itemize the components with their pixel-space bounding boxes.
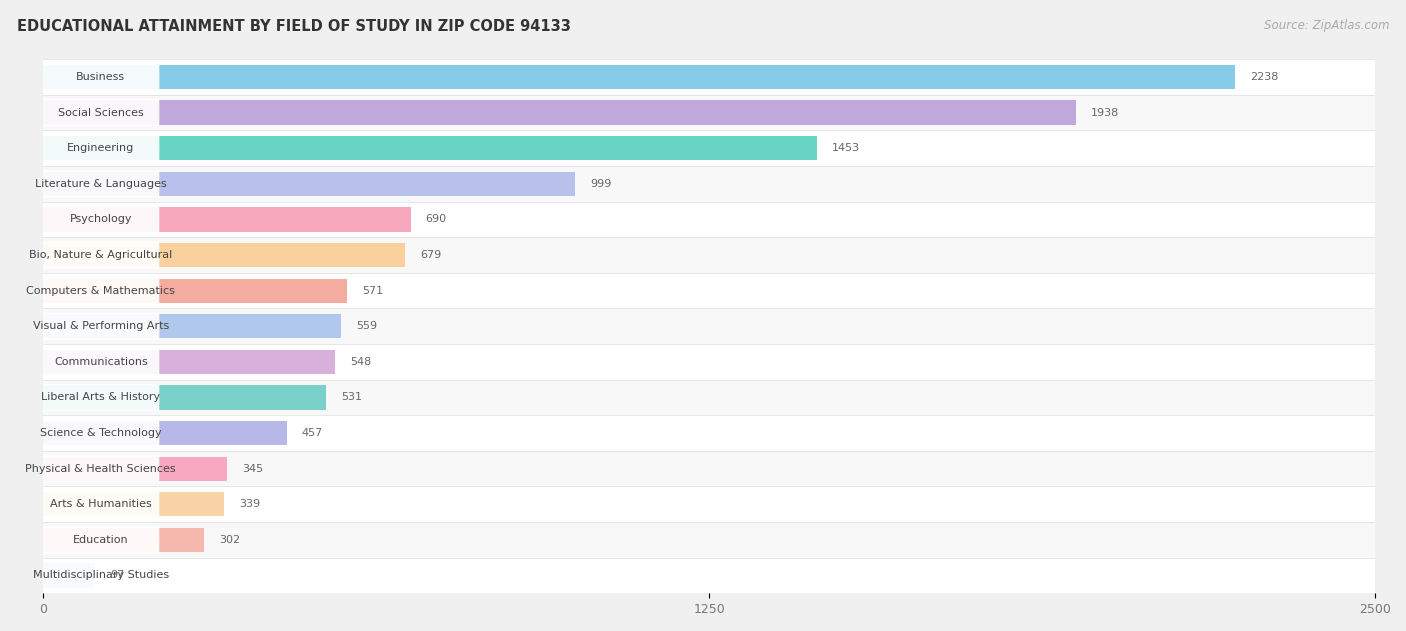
Text: Psychology: Psychology bbox=[69, 215, 132, 225]
Text: 548: 548 bbox=[350, 357, 371, 367]
FancyBboxPatch shape bbox=[42, 420, 159, 447]
FancyBboxPatch shape bbox=[44, 59, 1375, 95]
Text: 1938: 1938 bbox=[1091, 107, 1119, 117]
Text: Bio, Nature & Agricultural: Bio, Nature & Agricultural bbox=[30, 250, 173, 260]
Bar bbox=[44, 528, 204, 552]
Text: Business: Business bbox=[76, 72, 125, 82]
FancyBboxPatch shape bbox=[44, 237, 1375, 273]
Bar bbox=[44, 563, 96, 587]
Text: 690: 690 bbox=[426, 215, 447, 225]
FancyBboxPatch shape bbox=[44, 309, 1375, 344]
Bar bbox=[44, 65, 1236, 89]
Text: Arts & Humanities: Arts & Humanities bbox=[49, 499, 152, 509]
Text: Visual & Performing Arts: Visual & Performing Arts bbox=[32, 321, 169, 331]
FancyBboxPatch shape bbox=[42, 384, 159, 411]
FancyBboxPatch shape bbox=[42, 455, 159, 482]
Text: Literature & Languages: Literature & Languages bbox=[35, 179, 167, 189]
Bar bbox=[44, 136, 817, 160]
FancyBboxPatch shape bbox=[44, 415, 1375, 451]
Text: Engineering: Engineering bbox=[67, 143, 135, 153]
FancyBboxPatch shape bbox=[42, 64, 159, 90]
Bar bbox=[44, 350, 335, 374]
Bar bbox=[44, 172, 575, 196]
FancyBboxPatch shape bbox=[42, 491, 159, 518]
Bar bbox=[44, 100, 1076, 125]
FancyBboxPatch shape bbox=[44, 522, 1375, 558]
FancyBboxPatch shape bbox=[44, 273, 1375, 309]
Text: Communications: Communications bbox=[53, 357, 148, 367]
Bar bbox=[44, 492, 224, 516]
Text: Physical & Health Sciences: Physical & Health Sciences bbox=[25, 464, 176, 474]
Text: 999: 999 bbox=[591, 179, 612, 189]
FancyBboxPatch shape bbox=[44, 344, 1375, 380]
FancyBboxPatch shape bbox=[42, 206, 159, 233]
Text: 97: 97 bbox=[110, 570, 124, 581]
Bar bbox=[44, 243, 405, 267]
FancyBboxPatch shape bbox=[44, 131, 1375, 166]
Text: Science & Technology: Science & Technology bbox=[39, 428, 162, 438]
Text: Source: ZipAtlas.com: Source: ZipAtlas.com bbox=[1264, 19, 1389, 32]
FancyBboxPatch shape bbox=[44, 166, 1375, 201]
Bar bbox=[44, 278, 347, 303]
Text: 571: 571 bbox=[363, 286, 384, 295]
Bar bbox=[44, 457, 226, 481]
FancyBboxPatch shape bbox=[44, 380, 1375, 415]
Text: Education: Education bbox=[73, 535, 128, 545]
Text: Liberal Arts & History: Liberal Arts & History bbox=[41, 392, 160, 403]
FancyBboxPatch shape bbox=[42, 134, 159, 162]
Bar bbox=[44, 314, 342, 338]
FancyBboxPatch shape bbox=[42, 170, 159, 198]
Text: 679: 679 bbox=[420, 250, 441, 260]
Text: 531: 531 bbox=[342, 392, 361, 403]
FancyBboxPatch shape bbox=[42, 277, 159, 304]
FancyBboxPatch shape bbox=[44, 201, 1375, 237]
Text: 345: 345 bbox=[242, 464, 263, 474]
Text: 457: 457 bbox=[302, 428, 323, 438]
FancyBboxPatch shape bbox=[44, 451, 1375, 487]
Text: 2238: 2238 bbox=[1250, 72, 1279, 82]
Text: Computers & Mathematics: Computers & Mathematics bbox=[27, 286, 176, 295]
FancyBboxPatch shape bbox=[42, 99, 159, 126]
FancyBboxPatch shape bbox=[44, 95, 1375, 131]
FancyBboxPatch shape bbox=[42, 242, 159, 269]
FancyBboxPatch shape bbox=[44, 487, 1375, 522]
Text: 559: 559 bbox=[356, 321, 377, 331]
Text: 1453: 1453 bbox=[832, 143, 860, 153]
FancyBboxPatch shape bbox=[42, 526, 159, 553]
FancyBboxPatch shape bbox=[44, 558, 1375, 593]
Bar bbox=[44, 208, 411, 232]
Bar bbox=[44, 421, 287, 445]
Text: Social Sciences: Social Sciences bbox=[58, 107, 143, 117]
Text: 339: 339 bbox=[239, 499, 260, 509]
FancyBboxPatch shape bbox=[42, 562, 159, 589]
Text: Multidisciplinary Studies: Multidisciplinary Studies bbox=[32, 570, 169, 581]
FancyBboxPatch shape bbox=[42, 348, 159, 375]
Bar bbox=[44, 386, 326, 410]
Text: 302: 302 bbox=[219, 535, 240, 545]
Text: EDUCATIONAL ATTAINMENT BY FIELD OF STUDY IN ZIP CODE 94133: EDUCATIONAL ATTAINMENT BY FIELD OF STUDY… bbox=[17, 19, 571, 34]
FancyBboxPatch shape bbox=[42, 313, 159, 339]
